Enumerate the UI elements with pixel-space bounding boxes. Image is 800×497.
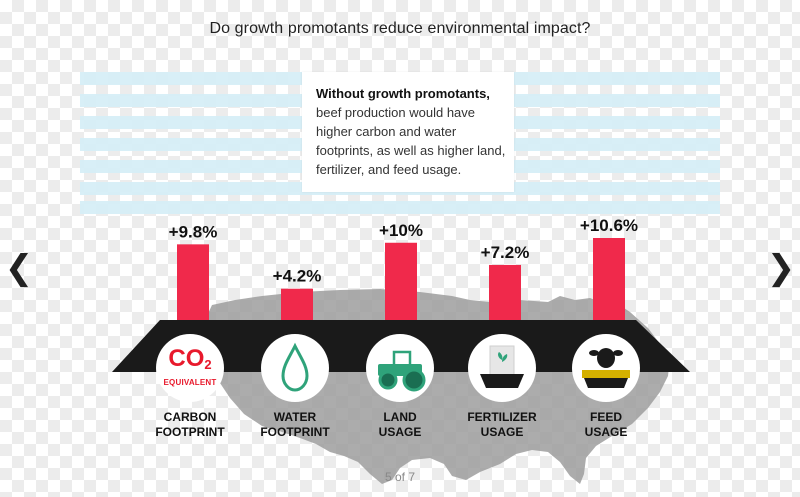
co2-caption: EQUIVALENT	[163, 378, 217, 387]
fertilizer-bag-icon	[468, 334, 536, 402]
bar-value-label-4: +10.6%	[580, 216, 638, 235]
label-fertilizer-usage: FERTILIZER USAGE	[467, 410, 537, 439]
page-indicator: 5 of 7	[384, 470, 416, 484]
chart-title: Do growth promotants reduce environmenta…	[209, 20, 591, 37]
tractor-icon	[366, 334, 434, 402]
cow-feed-icon	[572, 334, 640, 402]
label-carbon-footprint: CARBON FOOTPRINT	[155, 410, 225, 439]
bar-value-label-0: +9.8%	[169, 222, 218, 241]
water-drop-icon	[261, 334, 329, 402]
previous-slide-button[interactable]: ❮	[4, 249, 34, 287]
bar-value-label-2: +10%	[379, 221, 423, 240]
next-slide-button[interactable]: ❯	[766, 249, 796, 287]
label-land-usage: LAND USAGE	[378, 410, 422, 439]
co2-main-text: CO	[168, 345, 205, 372]
bar-value-label-1: +4.2%	[273, 267, 322, 286]
label-feed-usage: FEED USAGE	[584, 410, 628, 439]
bar-0	[177, 244, 209, 322]
callout-body-text: beef production would have higher carbon…	[316, 105, 506, 177]
bar-3	[489, 264, 521, 322]
label-water-footprint: WATER FOOTPRINT	[260, 410, 330, 439]
callout-box: Without growth promotants, beef producti…	[302, 72, 514, 192]
bar-1	[281, 288, 313, 322]
bar-value-label-3: +7.2%	[481, 243, 530, 262]
callout-bold-text: Without growth promotants,	[316, 86, 490, 101]
co2-sub-text: 2	[204, 357, 212, 372]
co2-icon: CO2 EQUIVALENT	[156, 334, 224, 402]
bar-4	[593, 238, 625, 322]
bar-2	[385, 242, 417, 322]
